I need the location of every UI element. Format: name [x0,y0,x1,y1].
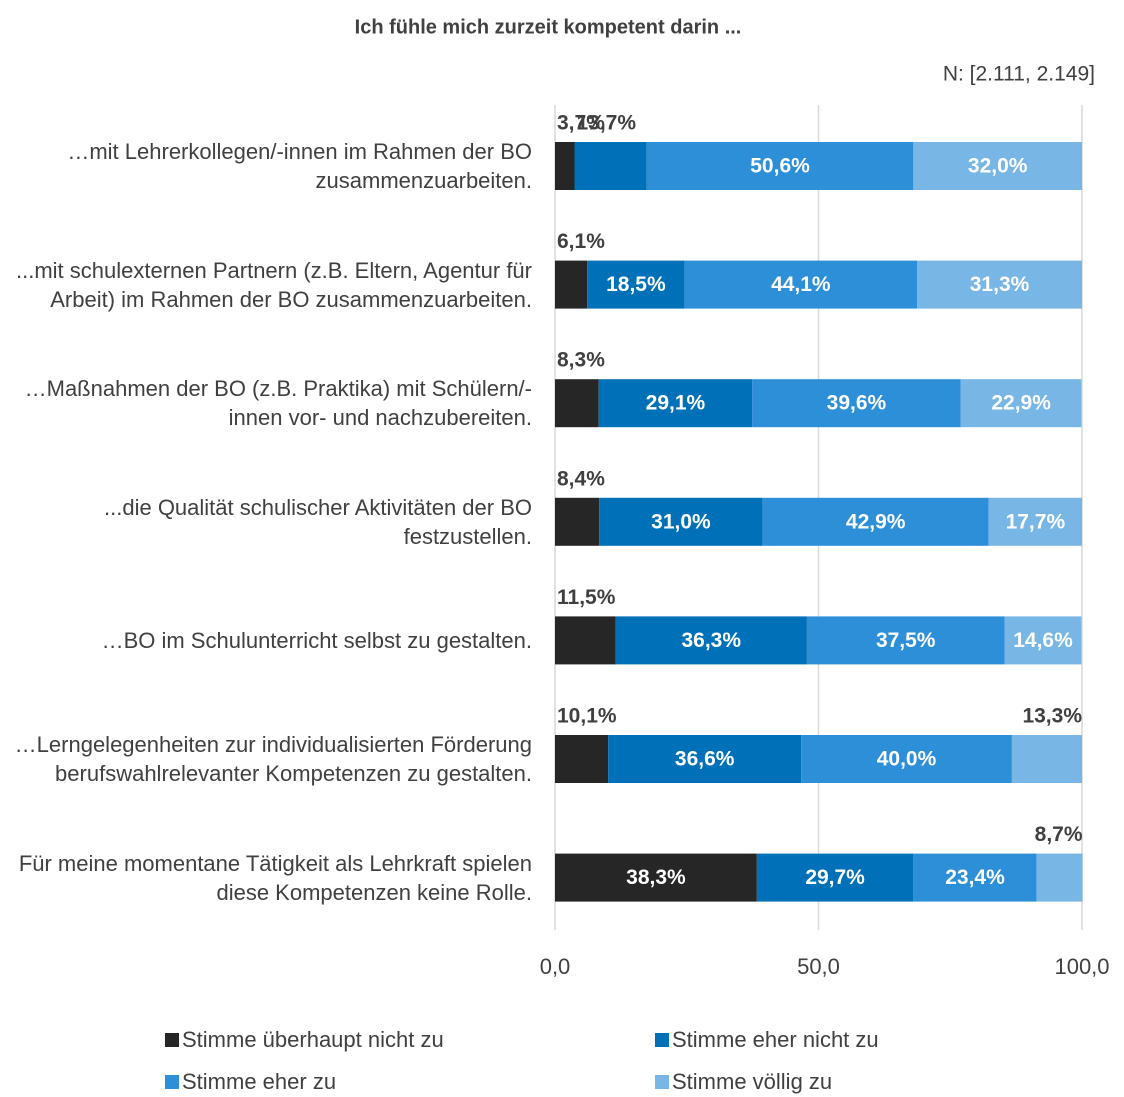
bar-segment [599,497,763,546]
value-label: 32,0% [968,155,1028,178]
category-label: …BO im Schulunterricht selbst zu gestalt… [101,627,532,653]
value-label: 42,9% [846,510,906,533]
value-label: 6,1% [557,230,605,253]
value-label: 31,0% [651,510,711,533]
value-label: 14,6% [1013,629,1073,652]
category-label: ...die Qualität schulischer Aktivitäten … [104,494,532,549]
chart-title: Ich fühle mich zurzeit kompetent darin .… [355,16,742,38]
value-label: 18,5% [606,273,666,296]
value-label: 31,3% [970,273,1030,296]
value-label: 50,6% [750,155,810,178]
bar-segment [555,735,609,783]
bar-segment [960,379,1082,428]
bar-segment [806,616,1005,665]
subtitle: N: [2.111, 2.149] [943,63,1095,86]
value-label: 40,0% [877,748,937,771]
value-label: 29,7% [805,866,865,889]
value-label: 13,3% [1022,705,1082,728]
bar-segment [1036,853,1083,902]
bar-segment [752,379,961,428]
legend-label: Stimme überhaupt nicht zu [182,1027,444,1052]
legend-label: Stimme völlig zu [672,1069,832,1094]
bar-segment [555,142,575,190]
bar-segment [608,735,802,783]
bar-segment [762,497,989,546]
bar-segment [555,260,588,309]
value-label: 10,1% [557,705,617,728]
bar-segment [801,735,1012,783]
legend-swatch [165,1075,179,1089]
value-label: 29,1% [646,392,706,415]
bar-segment [555,497,600,546]
bar-segment [587,260,685,309]
bar-segment [555,853,757,902]
bar-segment [615,616,807,665]
bar-segment [598,379,753,428]
value-label: 36,3% [681,629,741,652]
value-label: 38,3% [626,866,686,889]
x-tick-label: 0,0 [540,954,571,979]
bar-segment [574,142,647,190]
bar-segment [555,379,599,428]
category-label: …Lerngelegenheiten zur individualisierte… [14,731,532,786]
value-label: 36,6% [675,748,735,771]
legend-label: Stimme eher nicht zu [672,1027,879,1052]
bar-segment [756,853,914,902]
bar-segment [917,260,1082,309]
bar-segment [913,142,1082,190]
value-label: 22,9% [991,392,1051,415]
value-label: 17,7% [1006,510,1066,533]
value-label: 13,7% [576,112,636,135]
bar-segment [988,497,1082,546]
legend-label: Stimme eher zu [182,1069,336,1094]
bar-segment [913,853,1037,902]
value-label: 44,1% [771,273,831,296]
category-label: Für meine momentane Tätigkeit als Lehrkr… [18,850,532,905]
bar-segment [646,142,914,190]
x-tick-label: 100,0 [1054,954,1109,979]
value-label: 23,4% [945,866,1005,889]
value-label: 11,5% [557,586,616,609]
bar-segment [1011,735,1082,783]
category-label: …Maßnahmen der BO (z.B. Praktika) mit Sc… [24,376,532,431]
bar-segment [684,260,918,309]
bar-segment [555,616,616,665]
category-label: ...mit schulexternen Partnern (z.B. Elte… [15,257,532,312]
value-label: 37,5% [876,629,936,652]
bar-segment [1004,616,1082,665]
value-label: 8,7% [1035,823,1083,846]
legend-swatch [655,1033,669,1047]
legend-swatch [165,1033,179,1047]
category-label: …mit Lehrerkollegen/-innen im Rahmen der… [67,138,532,193]
value-label: 3,7% [557,112,605,135]
value-label: 8,3% [557,349,605,372]
value-label: 8,4% [557,467,605,490]
legend-swatch [655,1075,669,1089]
value-label: 39,6% [827,392,887,415]
x-tick-label: 50,0 [797,954,840,979]
